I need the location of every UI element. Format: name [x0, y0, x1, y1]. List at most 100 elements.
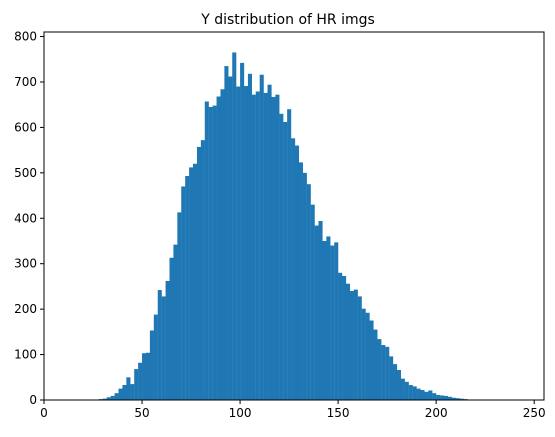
histogram-bar — [213, 106, 217, 400]
y-tick-label: 700 — [14, 75, 37, 89]
histogram-bar — [346, 284, 350, 400]
histogram-bar — [189, 167, 193, 400]
histogram-bar — [397, 370, 401, 400]
histogram-bar — [311, 205, 315, 400]
histogram-bar — [444, 396, 448, 400]
histogram-bar — [369, 320, 373, 400]
histogram-bar — [373, 330, 377, 400]
histogram-bar — [420, 390, 424, 400]
histogram-bar — [193, 164, 197, 400]
histogram-bar — [330, 246, 334, 400]
histogram-bar — [362, 309, 366, 400]
histogram-bar — [283, 122, 287, 400]
y-tick-label: 100 — [14, 348, 37, 362]
x-tick-label: 100 — [229, 406, 252, 420]
histogram-bar — [428, 390, 432, 400]
histogram-bar — [291, 138, 295, 400]
y-tick-label: 200 — [14, 302, 37, 316]
histogram-bar — [158, 290, 162, 400]
histogram-bar — [303, 173, 307, 400]
histogram-bar — [354, 290, 358, 400]
histogram-bar — [154, 315, 158, 400]
histogram-bar — [111, 396, 115, 400]
histogram-bar — [115, 393, 119, 400]
histogram-bar — [244, 86, 248, 400]
x-axis: 0 50 100 150 200 250 — [40, 400, 545, 420]
histogram-bar — [342, 276, 346, 400]
histogram-bar — [236, 87, 240, 400]
histogram-bar — [295, 146, 299, 400]
histogram-bar — [287, 109, 291, 400]
histogram-bar — [146, 353, 150, 400]
histogram-bar — [232, 52, 236, 400]
histogram-bar — [224, 66, 228, 400]
histogram-bar — [315, 226, 319, 400]
histogram-bar — [334, 242, 338, 400]
histogram-bar — [252, 95, 256, 400]
histogram-bar — [385, 347, 389, 400]
histogram-bar — [197, 147, 201, 400]
histogram-bar — [177, 212, 181, 400]
histogram-bar — [409, 385, 413, 400]
histogram-bar — [138, 363, 142, 400]
histogram-bar — [209, 107, 213, 400]
histogram-bar — [169, 258, 173, 400]
histogram-bar — [119, 389, 123, 400]
histogram-bar — [401, 379, 405, 400]
x-tick-label: 250 — [523, 406, 546, 420]
histogram-bar — [134, 369, 138, 400]
histogram-bar — [166, 281, 170, 400]
histogram-bar — [240, 63, 244, 400]
histogram-bar — [319, 221, 323, 400]
x-tick-label: 150 — [327, 406, 350, 420]
y-tick-label: 300 — [14, 257, 37, 271]
bars-group — [95, 52, 472, 400]
histogram-bar — [205, 102, 209, 400]
histogram-bar — [275, 95, 279, 400]
histogram-bar — [217, 97, 221, 400]
histogram-bar — [358, 296, 362, 400]
histogram-bar — [122, 385, 126, 400]
x-tick-label: 50 — [134, 406, 149, 420]
histogram-bar — [350, 291, 354, 400]
histogram-bar — [228, 77, 232, 400]
histogram-bar — [181, 186, 185, 400]
histogram-bar — [220, 89, 224, 400]
histogram-bar — [256, 92, 260, 400]
chart-title: Y distribution of HR imgs — [200, 12, 375, 28]
histogram-bar — [326, 236, 330, 400]
x-tick-label: 0 — [40, 406, 48, 420]
histogram-bar — [393, 364, 397, 400]
histogram-bar — [260, 75, 264, 400]
histogram-bar — [322, 241, 326, 400]
x-tick-label: 200 — [425, 406, 448, 420]
y-tick-label: 400 — [14, 211, 37, 225]
histogram-bar — [389, 356, 393, 400]
histogram-bar — [185, 176, 189, 400]
histogram-bar — [440, 395, 444, 400]
histogram-bar — [405, 382, 409, 400]
histogram-bar — [142, 353, 146, 400]
histogram-bar — [381, 345, 385, 400]
histogram-bar — [201, 140, 205, 400]
histogram-bar — [307, 184, 311, 400]
histogram-bar — [173, 245, 177, 400]
histogram-bar — [377, 339, 381, 400]
histogram-bar — [126, 377, 130, 400]
histogram-bar — [432, 393, 436, 400]
histogram-bar — [162, 296, 166, 400]
histogram-bar — [424, 392, 428, 400]
histogram-bar — [417, 389, 421, 400]
histogram-bar — [150, 330, 154, 400]
histogram-bar — [268, 85, 272, 400]
histogram-bar — [248, 74, 252, 400]
histogram-bar — [436, 395, 440, 400]
histogram-bar — [264, 93, 268, 400]
y-tick-label: 800 — [14, 30, 37, 44]
y-tick-label: 600 — [14, 120, 37, 134]
histogram-bar — [130, 384, 134, 400]
histogram-bar — [413, 386, 417, 400]
histogram-bar — [271, 97, 275, 400]
